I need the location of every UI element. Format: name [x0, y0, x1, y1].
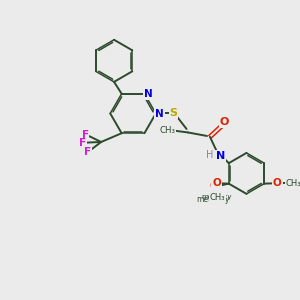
Text: N: N	[144, 89, 152, 99]
Text: CH₃: CH₃	[285, 178, 300, 188]
Text: S: S	[169, 109, 177, 118]
Text: methoxy: methoxy	[196, 196, 230, 205]
Text: O: O	[210, 181, 218, 191]
Text: methoxy: methoxy	[202, 194, 232, 200]
Text: O: O	[220, 117, 229, 127]
Text: H: H	[206, 150, 213, 160]
Text: N: N	[215, 151, 225, 161]
Text: F: F	[80, 138, 87, 148]
Text: CH₃: CH₃	[160, 127, 176, 136]
Text: N: N	[155, 109, 164, 119]
Text: O: O	[273, 178, 282, 188]
Text: CH₃: CH₃	[210, 193, 225, 202]
Text: O: O	[212, 178, 221, 188]
Text: F: F	[84, 147, 92, 157]
Text: F: F	[82, 130, 88, 140]
